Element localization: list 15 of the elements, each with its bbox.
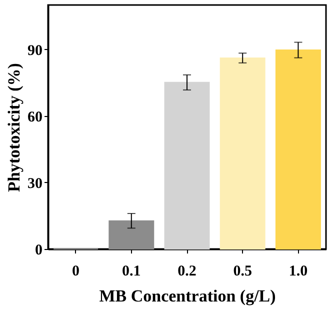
y-tick-label: 30 bbox=[28, 176, 42, 192]
y-tick-label: 60 bbox=[28, 109, 42, 126]
y-tick-label: 90 bbox=[28, 42, 42, 59]
x-axis-title: MB Concentration (g/L) bbox=[99, 286, 276, 306]
x-tick-label: 0.2 bbox=[178, 264, 196, 280]
x-tick-label: 0.5 bbox=[233, 264, 252, 280]
y-tick-label: 0 bbox=[35, 242, 42, 258]
x-tick-label: 1.0 bbox=[288, 264, 308, 280]
x-tick-label: 0.1 bbox=[122, 264, 141, 280]
bar bbox=[275, 50, 321, 250]
x-tick-label: 0 bbox=[72, 264, 80, 280]
bar bbox=[108, 220, 154, 250]
y-axis-title: Phytotoxicity (%) bbox=[4, 63, 24, 192]
bar bbox=[220, 58, 266, 250]
bar bbox=[164, 82, 210, 250]
